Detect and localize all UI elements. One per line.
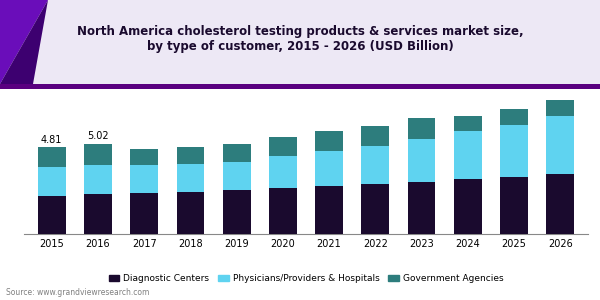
Text: North America cholesterol testing products & services market size,
by type of cu: North America cholesterol testing produc… <box>77 25 523 53</box>
Text: Source: www.grandviewresearch.com: Source: www.grandviewresearch.com <box>6 288 149 297</box>
Bar <box>269 156 297 188</box>
Bar <box>84 165 112 194</box>
Text: 4.81: 4.81 <box>41 135 62 145</box>
Bar <box>223 144 251 162</box>
Bar <box>361 126 389 146</box>
Bar <box>315 186 343 234</box>
Bar <box>500 124 528 177</box>
Bar <box>84 144 112 165</box>
Legend: Diagnostic Centers, Physicians/Providers & Hospitals, Government Agencies: Diagnostic Centers, Physicians/Providers… <box>105 271 507 287</box>
Bar <box>454 131 482 179</box>
Bar <box>315 131 343 151</box>
Bar <box>223 190 251 234</box>
Bar <box>547 174 574 234</box>
Bar <box>500 109 528 124</box>
Bar <box>408 139 436 182</box>
Bar <box>269 137 297 156</box>
Bar <box>408 182 436 234</box>
Bar <box>130 165 158 193</box>
Bar <box>176 164 204 192</box>
Bar <box>38 196 65 234</box>
Bar <box>176 192 204 234</box>
Bar <box>130 193 158 234</box>
Bar <box>454 179 482 234</box>
Bar <box>500 177 528 234</box>
Bar <box>130 149 158 165</box>
Bar <box>361 184 389 234</box>
Bar <box>547 100 574 116</box>
Bar <box>223 162 251 190</box>
Bar <box>38 147 65 167</box>
Bar <box>176 147 204 164</box>
Bar <box>408 118 436 139</box>
Bar <box>315 151 343 186</box>
Bar <box>84 194 112 234</box>
Bar <box>269 188 297 234</box>
Text: 5.02: 5.02 <box>87 131 109 142</box>
Bar <box>38 167 65 196</box>
Bar <box>547 116 574 174</box>
Bar <box>454 116 482 131</box>
Bar <box>361 146 389 184</box>
